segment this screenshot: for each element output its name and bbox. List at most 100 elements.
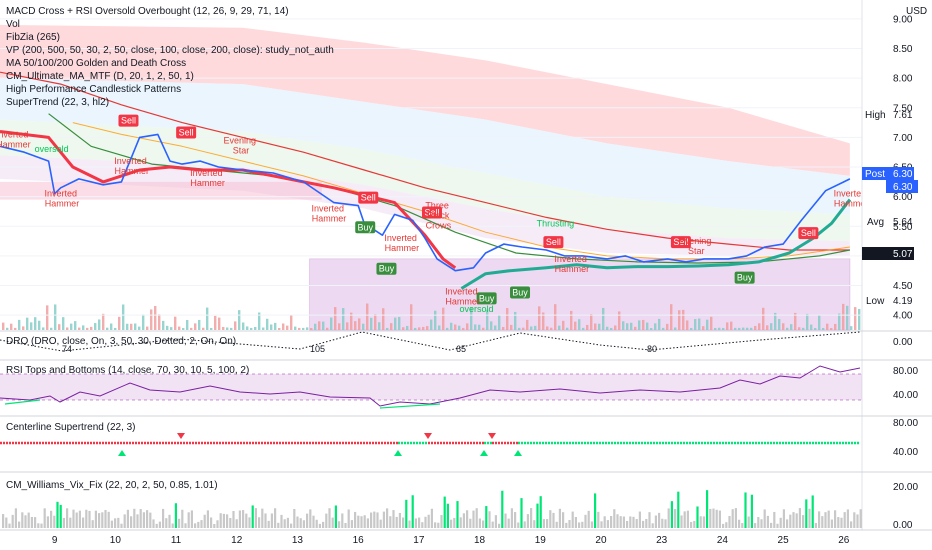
vix-bar xyxy=(677,491,680,528)
sell-signal: Sell xyxy=(798,227,819,240)
volume-bar xyxy=(754,325,757,330)
vix-bar xyxy=(434,522,437,528)
badge-post-value: 6.30 xyxy=(893,169,913,180)
volume-bar xyxy=(214,315,217,330)
buy-signal-label: Buy xyxy=(357,222,373,232)
rsi-band xyxy=(0,374,862,400)
volume-bar xyxy=(774,312,777,330)
volume-bar xyxy=(202,327,205,330)
vix-bar xyxy=(859,509,862,528)
vix-bar xyxy=(661,518,664,528)
vix-bar xyxy=(827,510,830,528)
volume-bar xyxy=(574,321,577,330)
vix-bar xyxy=(568,519,571,528)
time-tick-label: 19 xyxy=(535,535,547,546)
volume-bar xyxy=(606,326,609,330)
vix-bar xyxy=(510,508,513,528)
vix-bar xyxy=(549,510,552,528)
vix-bar xyxy=(200,520,203,528)
vix-bar xyxy=(808,508,811,528)
vix-label[interactable]: CM_Williams_Vix_Fix (22, 20, 2, 50, 0.85… xyxy=(6,480,218,491)
volume-bar xyxy=(766,325,769,330)
centerline-sell-marker xyxy=(424,433,432,439)
legend-item[interactable]: Vol xyxy=(6,19,20,30)
volume-bar xyxy=(190,327,193,330)
vix-bar xyxy=(350,520,353,528)
rsi-pane[interactable]: RSI Tops and Bottoms (14, close, 70, 30,… xyxy=(0,359,932,409)
vix-bar xyxy=(776,523,779,528)
legend-item[interactable]: MA 50/100/200 Golden and Death Cross xyxy=(6,58,186,69)
vix-bar xyxy=(664,519,667,528)
vix-pane[interactable]: CM_Williams_Vix_Fix (22, 20, 2, 50, 0.85… xyxy=(0,471,932,531)
fib-band xyxy=(0,119,850,242)
dro-label[interactable]: DRO (DRO, close, On, 3, 50, 30, Dotted, … xyxy=(6,336,236,347)
vix-bar xyxy=(478,518,481,528)
vix-bar xyxy=(472,510,475,528)
time-axis[interactable]: 9 10 11 12 13 16 17 18 19 20 23 24 25 26 xyxy=(52,535,850,546)
vix-bar xyxy=(405,499,408,528)
sell-signal-bg xyxy=(176,126,197,139)
volume-bar xyxy=(46,305,49,330)
volume-bar xyxy=(830,327,833,330)
volume-bar xyxy=(6,327,9,330)
vix-bar xyxy=(744,492,747,528)
vix-bar xyxy=(411,495,414,528)
vix-bar xyxy=(110,520,113,528)
currency-label: USD xyxy=(906,6,927,17)
volume-bar xyxy=(642,319,645,330)
vix-bar xyxy=(283,519,286,528)
volume-bar xyxy=(178,326,181,330)
vix-bar xyxy=(546,519,549,528)
vix-bar xyxy=(622,516,625,528)
legend-item[interactable]: VP (200, 500, 50, 30, 2, 50, close, 100,… xyxy=(6,45,334,56)
legend-item[interactable]: MACD Cross + RSI Oversold Overbought (12… xyxy=(6,6,289,17)
pattern-label: Inverted Hammer xyxy=(188,168,225,188)
volume-bar xyxy=(342,308,345,330)
vix-bar xyxy=(597,511,600,528)
centerline-pane[interactable]: Centerline Supertrend (22, 3) 80.00 40.0… xyxy=(0,415,932,458)
dro-pane[interactable]: DRO (DRO, close, On, 3, 50, 30, Dotted, … xyxy=(0,330,932,354)
sell-signal: Sell xyxy=(422,206,442,219)
legend-item[interactable]: High Performance Candlestick Patterns xyxy=(6,84,181,95)
volume-bar xyxy=(654,323,657,330)
vix-bar xyxy=(334,505,337,528)
vix-bar xyxy=(277,522,280,528)
vix-bar xyxy=(53,515,56,528)
vix-bar xyxy=(558,508,561,528)
vix-bar xyxy=(162,508,165,528)
volume-bar xyxy=(118,316,121,330)
vix-bar xyxy=(245,513,248,528)
time-tick-label: 24 xyxy=(717,535,729,546)
volume-bar xyxy=(806,313,809,330)
vix-bar xyxy=(715,509,718,528)
vix-bar xyxy=(766,515,769,528)
volume-bar xyxy=(258,312,261,330)
vix-bar xyxy=(680,515,683,528)
vix-bar xyxy=(357,515,360,528)
vix-tick: 20.00 xyxy=(893,482,918,493)
vix-bar xyxy=(104,509,107,528)
volume-bar xyxy=(338,323,341,330)
rsi-label[interactable]: RSI Tops and Bottoms (14, close, 70, 30,… xyxy=(6,365,249,376)
legend-item[interactable]: CM_Ultimate_MA_MTF (D, 20, 1, 2, 50, 1) xyxy=(6,71,194,82)
vix-bar xyxy=(613,509,616,528)
volume-bar xyxy=(150,309,153,330)
volume-bar xyxy=(498,314,501,330)
legend-item[interactable]: FibZia (265) xyxy=(6,32,60,43)
buy-signal-label: Buy xyxy=(737,273,753,283)
vix-bar xyxy=(117,517,120,528)
centerline-label[interactable]: Centerline Supertrend (22, 3) xyxy=(6,422,136,433)
legend-item[interactable]: SuperTrend (22, 3, hl2) xyxy=(6,97,109,108)
vix-bar xyxy=(741,523,744,528)
resistance-zone xyxy=(0,181,322,200)
vix-bar xyxy=(322,521,325,528)
vix-bar xyxy=(302,520,305,528)
badge-low-value: 4.19 xyxy=(893,296,913,307)
vix-bar xyxy=(702,516,705,528)
volume-bar xyxy=(114,327,117,330)
vix-bar xyxy=(619,516,622,528)
price-tick-label: 6.00 xyxy=(893,192,913,203)
vix-bar xyxy=(34,517,37,528)
volume-bar xyxy=(474,324,477,330)
rsi-tick: 80.00 xyxy=(893,366,918,377)
